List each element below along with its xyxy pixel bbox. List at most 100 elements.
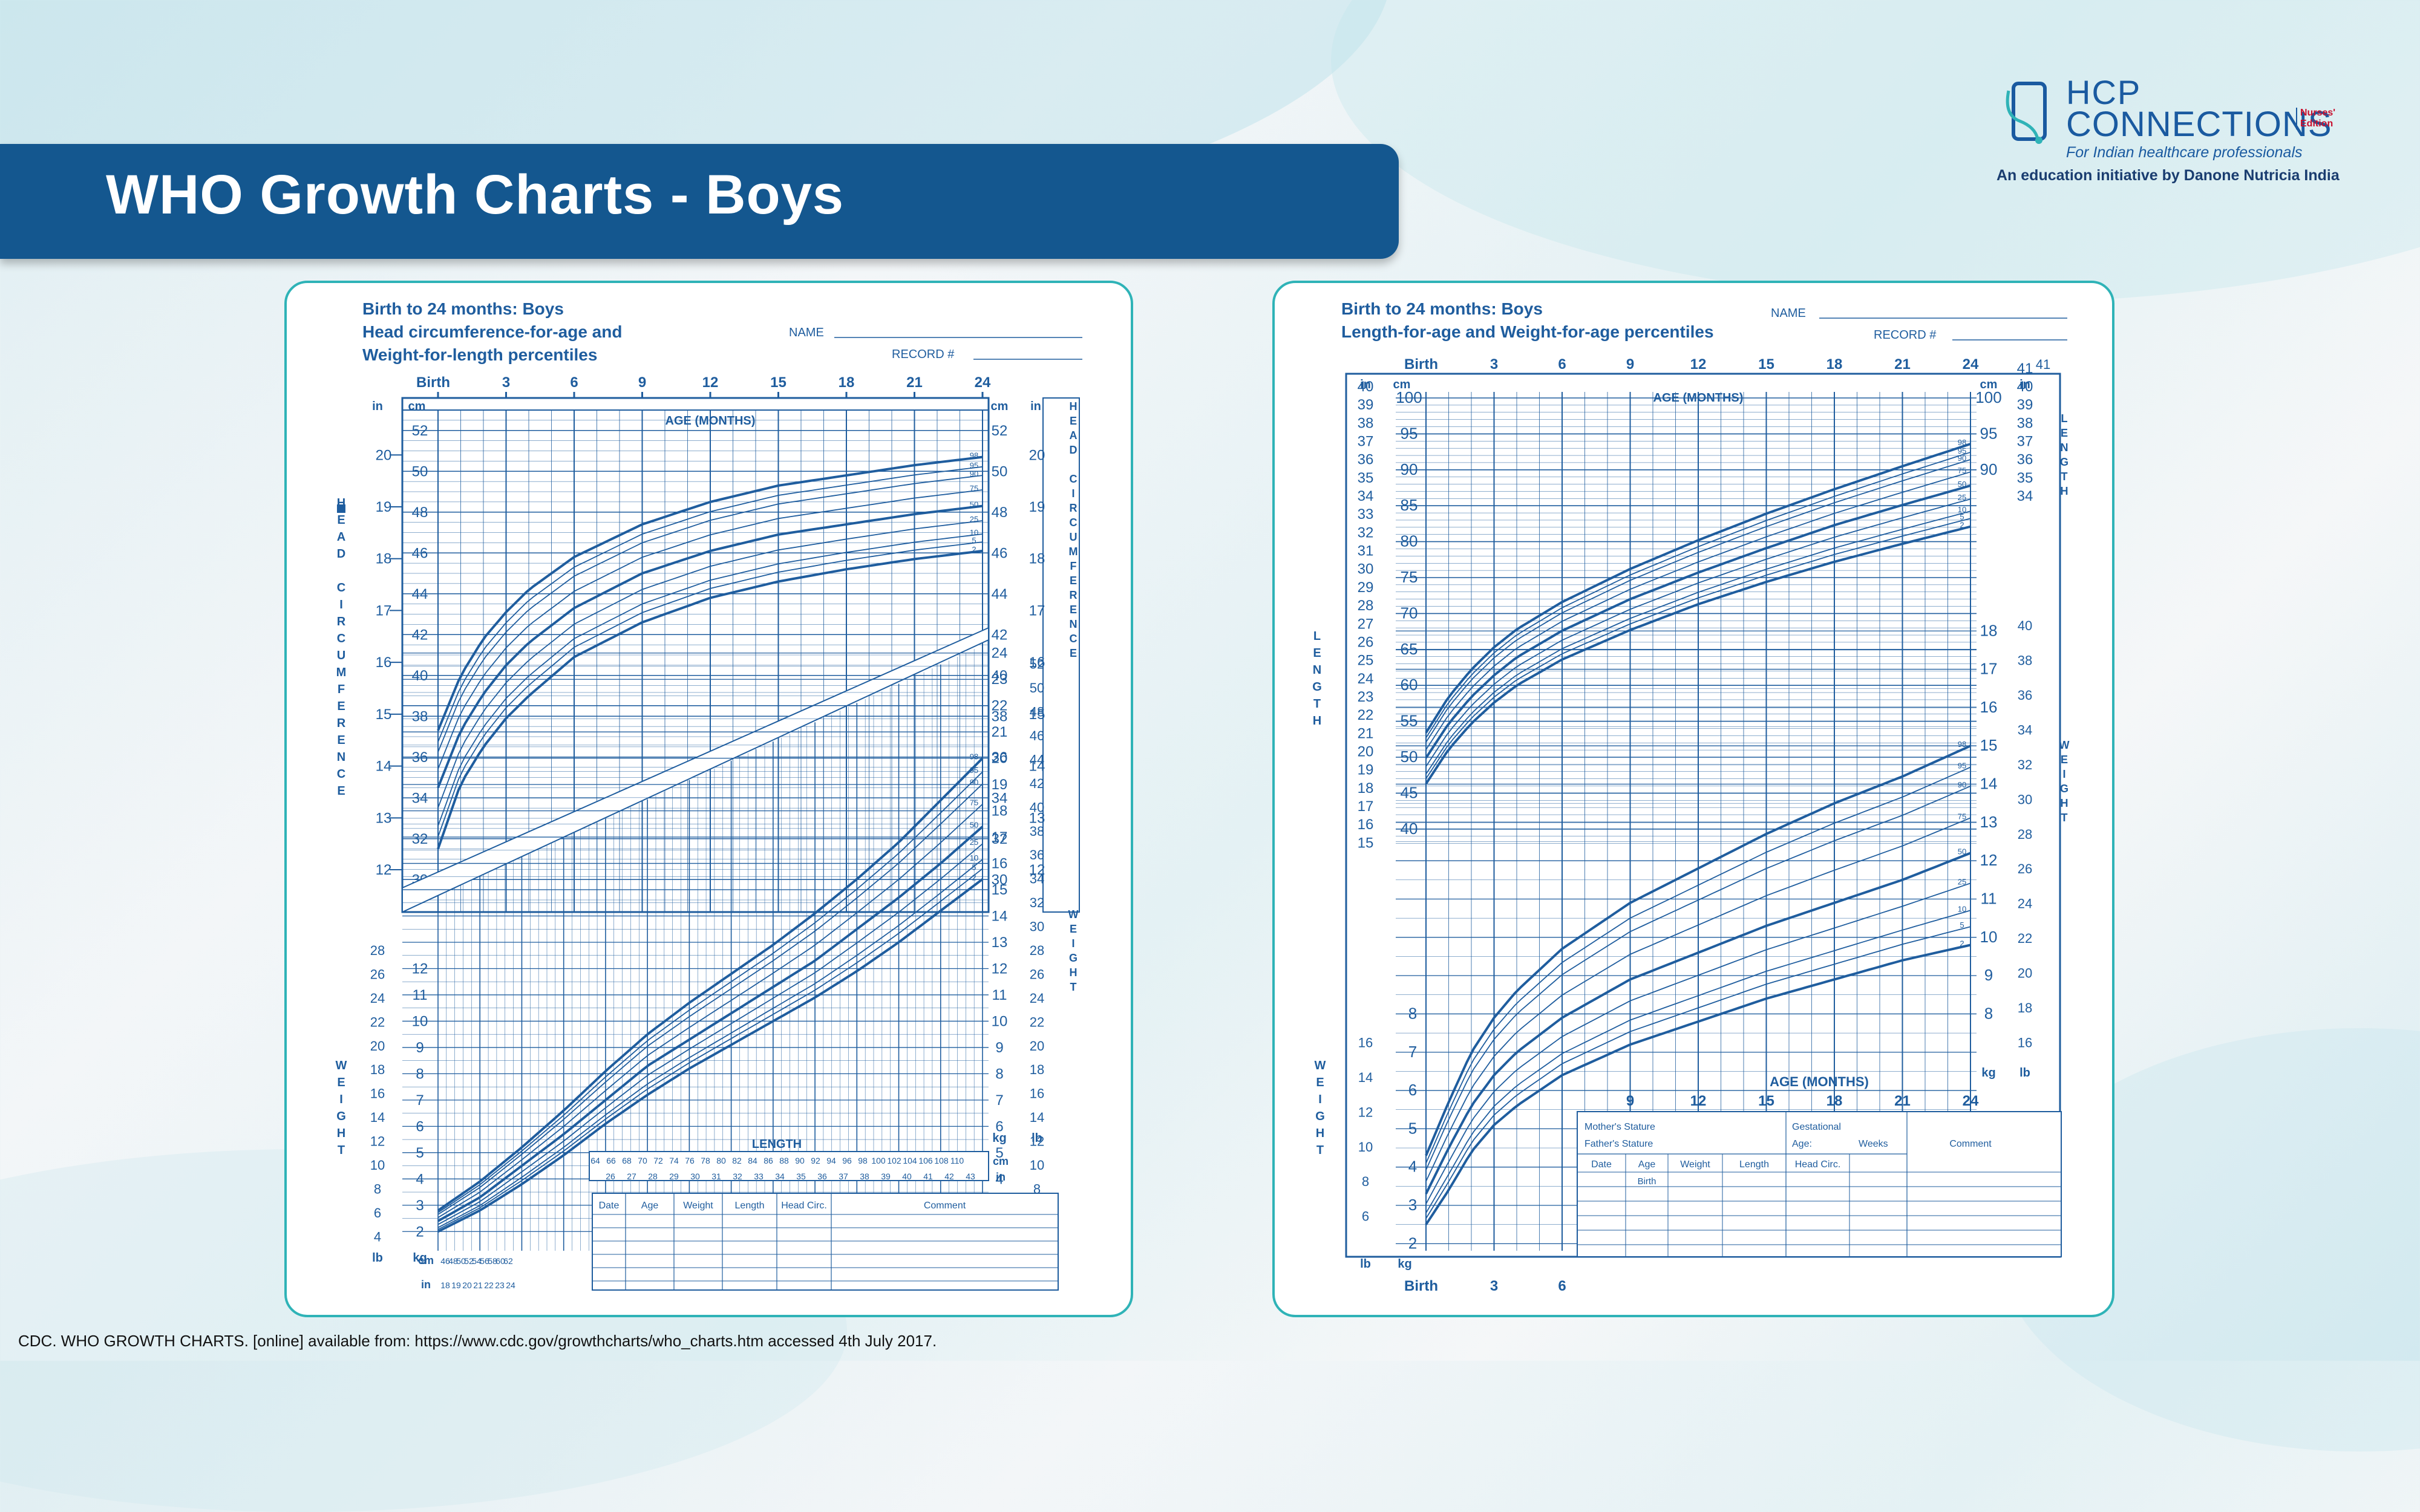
length-in-tick: 38 bbox=[1358, 415, 1374, 431]
length-cm-tick: 82 bbox=[732, 1156, 742, 1165]
wt-lb-tick: 22 bbox=[2018, 931, 2032, 946]
age-tick-label: 12 bbox=[702, 374, 719, 391]
cm-unit: cm bbox=[1980, 378, 1998, 391]
hc-in-tick: 18 bbox=[1029, 551, 1045, 567]
hc-cm-tick: 30 bbox=[992, 872, 1008, 888]
length-cm-tick: 48 bbox=[448, 1256, 458, 1266]
bottom-age-tick-low: 6 bbox=[1558, 1278, 1566, 1294]
length-cm-tick: 96 bbox=[842, 1156, 852, 1165]
comment-label: Comment bbox=[1949, 1139, 1992, 1149]
wt-kg-tick: 9 bbox=[995, 1040, 1003, 1056]
top-in-tick: 41 bbox=[2036, 357, 2050, 372]
wt-kg-tick: 18 bbox=[1980, 621, 1998, 639]
right-growth-chart: Birth to 24 months: Boys Length-for-age a… bbox=[1312, 299, 2069, 1294]
bottom-age-tick-low: Birth bbox=[1404, 1278, 1438, 1294]
logo-hcp-text: HCP bbox=[2066, 73, 2142, 111]
table-header: Head Circ. bbox=[1795, 1159, 1841, 1170]
percentile-label: 90 bbox=[970, 778, 978, 787]
wt-kg-tick: 2 bbox=[416, 1224, 424, 1240]
length-cm-tick: 94 bbox=[826, 1156, 836, 1165]
length-cm-tick: 74 bbox=[669, 1156, 679, 1165]
length-in-tick: 40 bbox=[1358, 379, 1374, 395]
mother-stature: Mother's Stature bbox=[1584, 1122, 1655, 1132]
hc-axis-letter-right: C bbox=[1070, 516, 1078, 529]
hc-axis-letter: C bbox=[337, 581, 345, 595]
hc-cm-tick: 38 bbox=[412, 708, 428, 725]
length-in-tick: 32 bbox=[1358, 524, 1374, 541]
length-axis-letter-right: L bbox=[2061, 412, 2068, 425]
age-tick-label: 15 bbox=[770, 374, 786, 391]
length-in-tick: 29 bbox=[1358, 579, 1374, 596]
length-in-tick: 39 bbox=[881, 1171, 891, 1181]
length-in-tick: 27 bbox=[1358, 616, 1374, 632]
percentile-label: 2 bbox=[972, 873, 976, 882]
weight-axis-letter-right: E bbox=[1070, 923, 1077, 935]
length-axis-letter: N bbox=[1313, 663, 1321, 677]
hc-axis-letter-right: D bbox=[1070, 444, 1078, 456]
percentile-label: 95 bbox=[970, 766, 978, 775]
percentile-label: 50 bbox=[970, 821, 978, 830]
hc-in-tick: 14 bbox=[376, 758, 392, 775]
length-in-tick: 33 bbox=[1358, 506, 1374, 523]
length-in-tick: 37 bbox=[839, 1171, 848, 1181]
hc-axis-letter: E bbox=[337, 784, 345, 798]
wt-kg-tick: 3 bbox=[1408, 1196, 1417, 1214]
length-axis-letter-right: T bbox=[2061, 471, 2068, 483]
wt-kg-tick: 16 bbox=[992, 856, 1008, 872]
wt-kg-tick: 10 bbox=[992, 1013, 1008, 1029]
length-in-tick: 28 bbox=[648, 1171, 658, 1181]
weight-axis-letter-right: I bbox=[1071, 937, 1074, 950]
length-cm-tick: 56 bbox=[480, 1256, 489, 1266]
hc-axis-letter: E bbox=[337, 700, 345, 713]
percentile-label: 75 bbox=[970, 798, 978, 807]
percentile-label: 75 bbox=[1958, 466, 1966, 475]
wt-curve-p25 bbox=[1425, 882, 1971, 1205]
length-cm-tick: 72 bbox=[653, 1156, 663, 1165]
percentile-label: 50 bbox=[1958, 480, 1966, 489]
bottom-age-tick: 18 bbox=[1826, 1093, 1843, 1109]
wt-lb-tick: 36 bbox=[2018, 688, 2032, 703]
hc-axis-letter-right: R bbox=[1070, 589, 1078, 601]
weight-axis-letter-right: H bbox=[2061, 797, 2068, 809]
percentile-label: 2 bbox=[1960, 521, 1964, 530]
table-header: Age bbox=[1638, 1159, 1656, 1170]
length-in-tick: 19 bbox=[451, 1280, 461, 1290]
wt-lb-tick: 50 bbox=[1030, 680, 1044, 696]
length-in-tick: 35 bbox=[1358, 470, 1374, 486]
length-cm-tick: 65 bbox=[1401, 640, 1418, 658]
wt-kg-tick: 3 bbox=[416, 1198, 424, 1214]
length-in-tick: 38 bbox=[2017, 415, 2033, 431]
cm-unit: cm bbox=[1393, 378, 1411, 391]
length-in-tick: 20 bbox=[1358, 743, 1374, 760]
age-tick-label: 15 bbox=[1758, 356, 1774, 373]
table-header: Head Circ. bbox=[781, 1201, 827, 1211]
age-tick-label: 9 bbox=[1626, 356, 1634, 373]
percentile-label: 2 bbox=[972, 545, 976, 554]
hc-in-tick: 17 bbox=[376, 602, 392, 619]
percentile-label: 50 bbox=[970, 500, 978, 509]
wt-lb-tick: 14 bbox=[1030, 1110, 1044, 1125]
length-cm-tick: 104 bbox=[903, 1156, 917, 1165]
length-cm-tick: 78 bbox=[701, 1156, 710, 1165]
hc-axis-vertical: C bbox=[337, 503, 345, 516]
hc-curve-p25 bbox=[437, 520, 983, 808]
wt-curve-p98 bbox=[1425, 745, 1971, 1156]
percentile-label: 5 bbox=[1960, 921, 1964, 930]
wt-lb-tick: 14 bbox=[370, 1110, 385, 1125]
hc-axis-letter: C bbox=[337, 632, 345, 645]
length-in-tick: 33 bbox=[754, 1171, 764, 1181]
wfl-curve-p98 bbox=[437, 757, 984, 1212]
wt-kg-tick: 8 bbox=[995, 1066, 1003, 1082]
wfl-curve-p2 bbox=[437, 878, 984, 1233]
weight-axis-letter-right: I bbox=[2062, 768, 2065, 780]
percentile-label: 98 bbox=[970, 451, 978, 460]
len-curve-p98 bbox=[1425, 443, 1971, 734]
length-in-tick: 41 bbox=[2017, 360, 2033, 377]
length-cm-tick: 102 bbox=[887, 1156, 901, 1165]
left-growth-chart: Birth to 24 months: Boys Head circumferen… bbox=[336, 299, 1082, 1291]
hc-in-tick: 19 bbox=[376, 499, 392, 515]
wt-curve-p95 bbox=[1425, 766, 1971, 1164]
wfl-curve-p90 bbox=[437, 783, 983, 1215]
hc-in-tick: 16 bbox=[376, 654, 392, 671]
lb-unit: lb bbox=[2019, 1066, 2030, 1080]
